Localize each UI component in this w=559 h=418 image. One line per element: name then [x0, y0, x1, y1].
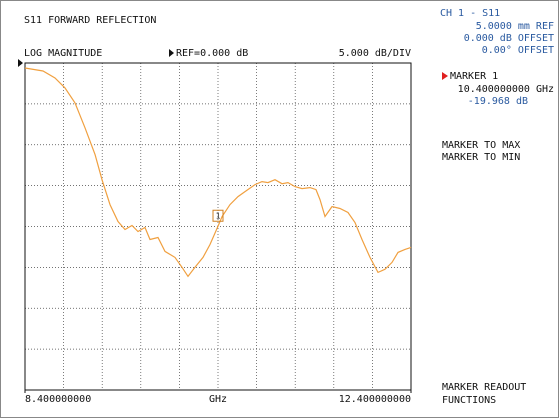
- reference-label: REF=0.000 dB: [176, 48, 248, 59]
- panel-line: 0.000 dB OFFSET: [464, 33, 554, 44]
- footer-item[interactable]: MARKER READOUT: [442, 382, 526, 393]
- ref-pointer: [18, 59, 23, 67]
- panel-line: 0.00° OFFSET: [482, 45, 554, 56]
- x-tick-label: 12.400000000: [339, 394, 411, 405]
- marker-frequency: 10.400000000 GHz: [458, 84, 554, 95]
- trace: [24, 67, 412, 278]
- marker-title: MARKER 1: [450, 71, 498, 82]
- channel-label: CH 1 - S11: [440, 8, 500, 19]
- chart-title: S11 FORWARD REFLECTION: [24, 15, 156, 26]
- active-marker-symbol: [442, 72, 448, 80]
- ref-symbol: [169, 49, 174, 57]
- x-tick-label: 8.400000000: [25, 394, 91, 405]
- x-axis-label: GHz: [209, 394, 227, 405]
- format-label: LOG MAGNITUDE: [24, 48, 102, 59]
- plot-frame: [24, 62, 412, 391]
- marker-value: -19.968 dB: [468, 96, 528, 107]
- marker-label: 1: [216, 212, 221, 221]
- panel-line: 5.0000 mm REF: [476, 21, 554, 32]
- menu-item[interactable]: MARKER TO MIN: [442, 152, 520, 163]
- menu-item[interactable]: MARKER TO MAX: [442, 140, 520, 151]
- marker-box: [212, 209, 224, 222]
- footer-item[interactable]: FUNCTIONS: [442, 395, 496, 406]
- scale-label: 5.000 dB/DIV: [339, 48, 411, 59]
